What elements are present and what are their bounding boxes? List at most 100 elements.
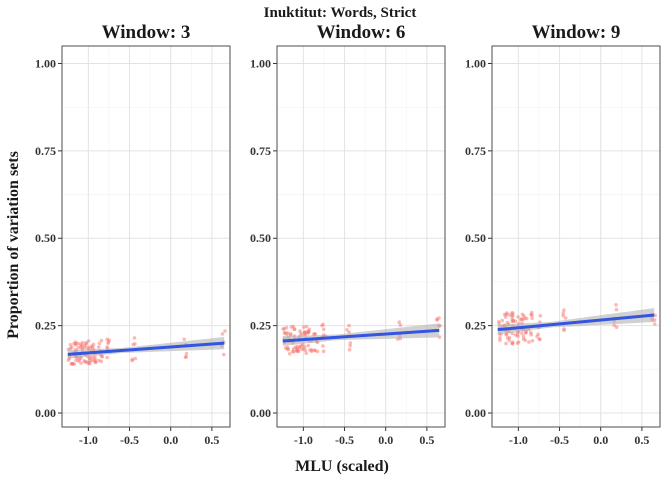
data-point (516, 334, 520, 339)
data-point (527, 340, 531, 344)
y-tick-label: 0.75 (465, 144, 486, 158)
data-point (562, 327, 566, 331)
data-point (530, 339, 535, 343)
data-point (99, 338, 104, 343)
data-point (91, 355, 95, 360)
data-point (307, 327, 312, 332)
data-point (504, 341, 508, 346)
data-point (130, 357, 135, 362)
data-point (291, 324, 296, 329)
data-point (304, 351, 309, 356)
data-point (313, 348, 317, 353)
data-point (80, 340, 85, 345)
data-point (285, 331, 290, 335)
data-point (131, 342, 135, 347)
data-point (321, 344, 325, 348)
data-point (520, 331, 524, 336)
y-tick-label: 0.50 (35, 231, 56, 245)
data-point (498, 338, 502, 343)
data-point (516, 315, 520, 319)
y-tick-label: 0.00 (250, 406, 271, 420)
data-point (521, 334, 526, 339)
data-point (184, 351, 189, 356)
data-point (105, 337, 109, 342)
x-axis-label: MLU (scaled) (295, 458, 389, 475)
data-point (304, 324, 309, 329)
data-point (614, 303, 618, 307)
y-tick-label: 0.00 (35, 406, 56, 420)
y-tick-label: 0.25 (35, 319, 56, 333)
data-point (76, 341, 80, 346)
x-tick-label: 0.5 (419, 433, 434, 447)
data-point (561, 313, 565, 318)
data-point (298, 329, 302, 333)
panel-border (491, 45, 661, 428)
panel-border (276, 45, 446, 428)
data-point (498, 336, 502, 340)
facet-panels: Window: 3 0.00 0.25 0.50 0.75 1.00 -1.0 -0.5 0.0… (35, 22, 661, 447)
data-point (321, 349, 326, 354)
panel-title: Window: 6 (317, 22, 406, 43)
data-point (529, 330, 533, 335)
data-point (653, 322, 657, 326)
data-point (505, 311, 509, 315)
x-tick-label: -1.0 (294, 433, 313, 447)
x-tick-label: -0.5 (335, 433, 354, 447)
data-point (94, 360, 98, 365)
data-point (507, 338, 512, 343)
data-point (302, 325, 306, 329)
y-tick-label: 0.75 (250, 144, 271, 158)
data-point (70, 361, 75, 366)
data-point (309, 349, 314, 354)
data-point (282, 327, 286, 331)
data-point (507, 313, 512, 317)
data-point (88, 358, 92, 363)
x-tick-label: -0.5 (550, 433, 569, 447)
data-point (511, 340, 515, 345)
data-point (222, 352, 226, 357)
data-point (348, 341, 353, 345)
regression-line (282, 328, 440, 343)
data-point (100, 354, 104, 359)
data-point (348, 344, 353, 348)
data-point (83, 343, 87, 348)
data-point (614, 307, 619, 312)
data-point (561, 311, 566, 315)
x-tick-label: 0.0 (593, 433, 608, 447)
data-point (500, 318, 505, 323)
data-point (132, 336, 137, 340)
facet-panel-1: Window: 3 0.00 0.25 0.50 0.75 1.00 -1.0 -0.5 0.0… (35, 22, 231, 447)
data-point (535, 334, 539, 339)
y-tick-label: 0.75 (35, 144, 56, 158)
panel-background (62, 46, 230, 427)
x-tick-label: 0.0 (163, 433, 178, 447)
data-point (80, 346, 84, 350)
x-tick-label: -1.0 (509, 433, 528, 447)
data-point (523, 331, 528, 335)
y-axis-label: Proportion of variation sets (5, 151, 22, 339)
data-point (563, 316, 568, 320)
data-point (397, 320, 402, 325)
data-point (220, 332, 225, 336)
data-point (74, 358, 78, 362)
data-point (347, 323, 351, 328)
data-point (296, 349, 301, 354)
data-point (282, 331, 287, 335)
data-point (562, 308, 566, 312)
data-point (303, 330, 307, 335)
x-tick-label: -1.0 (79, 433, 98, 447)
data-point (522, 314, 526, 318)
facet-panel-2: Window: 6 0.00 0.25 0.50 0.75 1.00 -1.0 -0.5 0.0… (250, 22, 446, 447)
data-point (303, 348, 308, 353)
data-point (306, 330, 311, 334)
panel-title: Window: 3 (102, 22, 191, 43)
data-point (84, 340, 89, 345)
panel-background (492, 46, 660, 427)
x-tick-label: 0.5 (204, 433, 219, 447)
y-tick-label: 0.00 (465, 406, 486, 420)
data-point (513, 319, 518, 324)
data-point (133, 356, 138, 361)
data-point (97, 341, 102, 346)
data-point (313, 332, 318, 336)
